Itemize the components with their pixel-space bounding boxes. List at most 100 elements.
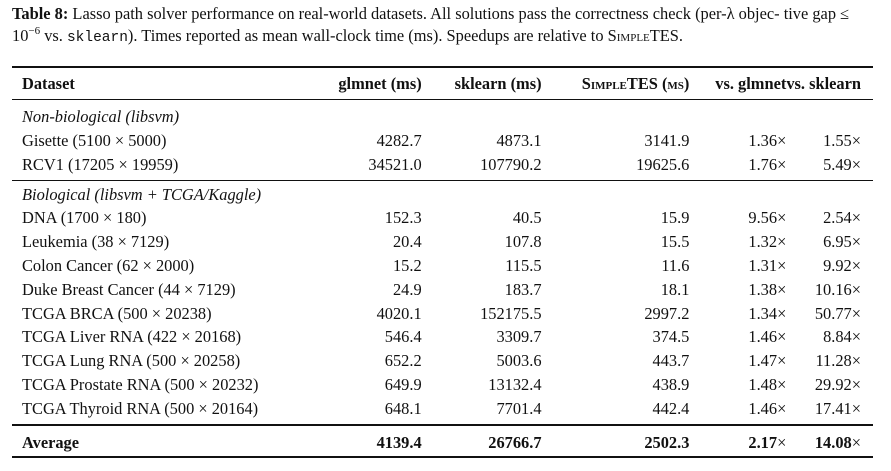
cell-glmnet: 34521.0	[292, 153, 424, 177]
cell-dataset: RCV1 (17205 × 19959)	[12, 153, 292, 177]
cell-value: 152175.5	[480, 303, 542, 323]
cell-vs-sklearn: 17.41×	[786, 397, 873, 421]
cell-sklearn: 5003.6	[424, 349, 542, 373]
results-table: Dataset glmnet (ms) sklearn (ms) SimpleT…	[12, 68, 873, 459]
times-symbol: ×	[851, 351, 861, 371]
cell-sklearn: 40.5	[424, 207, 542, 231]
cell-glmnet: 24.9	[292, 278, 424, 302]
cell-value: 14.08	[814, 432, 852, 452]
cell-value: 9.56	[748, 208, 778, 228]
cell-simpletes: 11.6	[542, 254, 690, 278]
cell-value: 1.46	[748, 398, 778, 418]
cell-value: 2997.2	[644, 303, 690, 323]
cell-vs-sklearn: 8.84×	[786, 326, 873, 350]
header-vs-sklearn: vs. sklearn	[786, 73, 861, 93]
cell-vs-glmnet: 1.31×	[689, 254, 786, 278]
cell-value: 1.34	[748, 303, 778, 323]
cell-value: 5003.6	[496, 351, 542, 371]
cell-value: 152.3	[384, 208, 422, 228]
cell-value: Gisette (5100 × 5000)	[22, 130, 167, 150]
cell-value: 11.6	[661, 256, 690, 276]
cell-value: Duke Breast Cancer (44 × 7129)	[22, 279, 236, 299]
cell-dataset: Duke Breast Cancer (44 × 7129)	[12, 278, 292, 302]
cell-value: 8.84	[823, 327, 852, 347]
cell-value: 34521.0	[368, 154, 422, 174]
times-symbol: ×	[851, 432, 861, 452]
cell-vs-glmnet: 1.48×	[689, 373, 786, 397]
times-symbol: ×	[777, 432, 787, 452]
cell-value: Average	[22, 432, 80, 452]
cell-dataset: Leukemia (38 × 7129)	[12, 230, 292, 254]
cell-value: 15.9	[660, 208, 690, 228]
times-symbol: ×	[851, 154, 861, 174]
cell-value: 1.31	[748, 256, 778, 276]
table-row: DNA (1700 × 180) 152.3 40.5 15.9 9.56× 2.54×	[12, 207, 873, 231]
cell-glmnet: 4139.4	[292, 427, 424, 459]
cell-dataset: DNA (1700 × 180)	[12, 207, 292, 231]
table-row: Colon Cancer (62 × 2000) 15.2 115.5 11.6 1.3…	[12, 254, 873, 278]
table-row: Gisette (5100 × 5000) 4282.7 4873.1 3141.9 1…	[12, 129, 873, 153]
cell-simpletes: 438.9	[542, 373, 690, 397]
cell-dataset: Colon Cancer (62 × 2000)	[12, 254, 292, 278]
cell-value: 10.16	[814, 279, 852, 299]
cell-dataset: Average	[12, 427, 292, 459]
cell-value: 40.5	[512, 208, 542, 228]
table-row: Leukemia (38 × 7129) 20.4 107.8 15.5 1.32× 6.…	[12, 230, 873, 254]
times-symbol: ×	[777, 232, 787, 252]
cell-value: 18.1	[660, 279, 690, 299]
group-divider-rule	[12, 180, 873, 181]
cell-sklearn: 3309.7	[424, 326, 541, 350]
times-symbol: ×	[777, 375, 787, 395]
times-symbol: ×	[777, 279, 787, 299]
cell-value: TCGA BRCA (500 × 20238)	[22, 303, 212, 323]
cell-value: Colon Cancer (62 × 2000)	[22, 256, 195, 276]
cell-glmnet: 20.4	[292, 230, 424, 254]
cell-value: 374.5	[652, 327, 690, 347]
cell-glmnet: 15.2	[292, 254, 424, 278]
cell-value: 183.7	[504, 279, 542, 299]
cell-value: 2502.3	[644, 432, 690, 452]
times-symbol: ×	[777, 303, 787, 323]
cell-value: 29.92	[814, 375, 852, 395]
cell-glmnet: 4020.1	[292, 302, 424, 326]
cell-value: 24.9	[392, 279, 422, 299]
table-caption: Table 8: Lasso path solver performance o…	[12, 3, 880, 49]
cell-glmnet: 649.9	[292, 373, 424, 397]
cell-simpletes: 15.5	[542, 230, 690, 254]
group-label: Biological (libsvm + TCGA/Kaggle)	[22, 184, 262, 204]
caption-text: vs.	[40, 26, 67, 45]
cell-value: 1.38	[748, 279, 778, 299]
cell-value: 4282.7	[376, 130, 422, 150]
cell-glmnet: 4282.7	[292, 129, 424, 153]
cell-value: 115.5	[505, 256, 542, 276]
cell-sklearn: 107790.2	[424, 153, 541, 177]
cell-vs-sklearn: 10.16×	[786, 278, 873, 302]
cell-value: 17.41	[814, 398, 852, 418]
header-row: Dataset glmnet (ms) sklearn (ms) SimpleT…	[12, 68, 873, 99]
cell-value: 442.4	[652, 398, 690, 418]
cell-value: 546.4	[384, 327, 422, 347]
cell-vs-sklearn: 9.92×	[786, 254, 873, 278]
times-symbol: ×	[851, 130, 861, 150]
cell-value: 1.48	[748, 375, 778, 395]
cell-dataset: TCGA BRCA (500 × 20238)	[12, 302, 292, 326]
times-symbol: ×	[851, 398, 861, 418]
cell-value: 1.32	[748, 232, 778, 252]
cell-dataset: TCGA Prostate RNA (500 × 20232)	[12, 373, 292, 397]
cell-dataset: TCGA Liver RNA (422 × 20168)	[12, 326, 292, 350]
table-row: TCGA Lung RNA (500 × 20258) 652.2 5003.6 44…	[12, 349, 873, 373]
cell-dataset: Gisette (5100 × 5000)	[12, 129, 292, 153]
cell-value: 649.9	[384, 375, 422, 395]
caption-method: SimpleTES	[607, 26, 679, 45]
times-symbol: ×	[851, 232, 861, 252]
caption-text: Lasso path solver performance on real-wo…	[12, 4, 850, 45]
cell-value: 15.2	[392, 256, 422, 276]
header-vs-glmnet: vs. glmnet	[715, 73, 787, 93]
header-rule	[12, 99, 873, 100]
cell-value: 4139.4	[376, 432, 422, 452]
cell-sklearn: 4873.1	[424, 129, 541, 153]
cell-value: RCV1 (17205 × 19959)	[22, 154, 179, 174]
cell-value: 13132.4	[488, 375, 542, 395]
times-symbol: ×	[851, 327, 861, 347]
cell-vs-sklearn: 29.92×	[786, 373, 873, 397]
